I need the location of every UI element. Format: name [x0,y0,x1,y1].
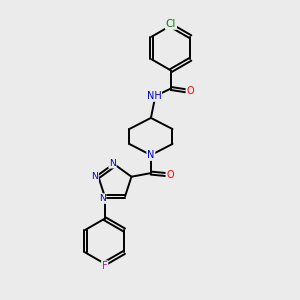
Text: O: O [186,86,194,96]
Text: N: N [147,150,155,160]
Text: NH: NH [146,91,161,101]
Text: O: O [166,169,174,180]
Text: N: N [109,159,116,168]
Text: F: F [102,261,107,271]
Text: N: N [92,172,98,181]
Text: Cl: Cl [166,19,176,29]
Text: N: N [99,194,106,203]
